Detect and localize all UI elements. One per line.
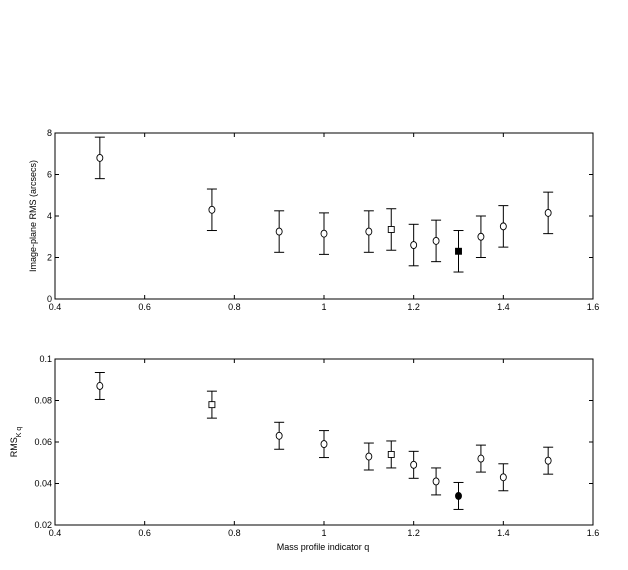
circle-marker bbox=[477, 232, 485, 241]
square-marker bbox=[387, 451, 395, 458]
circle-marker bbox=[544, 456, 552, 465]
square-marker bbox=[208, 401, 216, 409]
y-axis-label-main: RMS bbox=[9, 437, 19, 457]
data-point bbox=[498, 463, 509, 492]
y-axis-label: Image-plane RMS (arcsecs) bbox=[28, 160, 38, 272]
y-axis-label-subscript: K q bbox=[16, 427, 23, 438]
circle-marker bbox=[275, 431, 283, 440]
rms-arcsec-panel: Image-plane RMS (arcsecs) 0.4 0.6 0.8 1 1.2 1… bbox=[28, 128, 599, 312]
circle-marker bbox=[365, 452, 373, 461]
x-tick-label: 1.2 bbox=[407, 528, 420, 538]
data-point bbox=[206, 188, 217, 232]
circle-marker bbox=[410, 241, 418, 250]
y-tick-label: 8 bbox=[47, 128, 52, 138]
circle-marker bbox=[477, 454, 485, 463]
circle-marker bbox=[499, 222, 507, 231]
data-point bbox=[386, 208, 397, 251]
x-axis-label: Mass profile indicator q bbox=[277, 542, 370, 552]
x-tick-label: 1.2 bbox=[407, 302, 420, 312]
x-tick-label: 0.6 bbox=[138, 528, 151, 538]
circle-marker bbox=[208, 205, 216, 214]
y-tick-label: 0.02 bbox=[34, 520, 52, 530]
y-tick-label: 0 bbox=[47, 294, 52, 304]
data-point bbox=[408, 450, 419, 479]
data-point bbox=[274, 210, 285, 253]
data-point bbox=[94, 371, 105, 400]
y-tick-label: 0.1 bbox=[39, 354, 52, 364]
circle-marker bbox=[455, 492, 462, 500]
circle-marker bbox=[96, 153, 104, 162]
circle-marker bbox=[432, 236, 440, 245]
data-point bbox=[274, 421, 285, 450]
data-point bbox=[431, 219, 442, 263]
square-marker bbox=[455, 247, 462, 255]
x-tick-label: 0.6 bbox=[138, 302, 151, 312]
x-tick-label: 1.4 bbox=[497, 302, 510, 312]
y-tick-label: 6 bbox=[47, 170, 52, 180]
y-tick-label: 2 bbox=[47, 253, 52, 263]
x-tick-label: 0.4 bbox=[49, 302, 62, 312]
data-point bbox=[319, 212, 329, 255]
square-marker bbox=[387, 226, 395, 233]
rms-kq-panel: RMSK q Mass profile indicator q 0.4 0.6 0.… bbox=[9, 354, 599, 552]
x-tick-label: 1 bbox=[321, 528, 326, 538]
circle-marker bbox=[499, 473, 507, 482]
x-tick-label: 0.4 bbox=[49, 528, 62, 538]
circle-marker bbox=[544, 208, 552, 217]
data-point bbox=[475, 444, 486, 473]
data-point bbox=[453, 481, 464, 510]
y-tick-label: 0.06 bbox=[34, 437, 52, 447]
data-point bbox=[498, 205, 509, 248]
y-tick-label: 4 bbox=[47, 211, 52, 221]
x-tick-label: 1.4 bbox=[497, 528, 510, 538]
circle-marker bbox=[320, 440, 328, 449]
data-point bbox=[543, 191, 554, 235]
y-tick-label: 0.04 bbox=[34, 479, 52, 489]
circle-marker bbox=[365, 227, 373, 236]
x-tick-label: 0.8 bbox=[228, 528, 241, 538]
circle-marker bbox=[96, 382, 104, 390]
y-axis-label: RMSK q bbox=[9, 427, 23, 458]
data-point bbox=[386, 440, 397, 469]
data-point bbox=[319, 430, 329, 459]
y-tick-label: 0.08 bbox=[34, 396, 52, 406]
x-tick-label: 1.6 bbox=[587, 302, 600, 312]
data-point bbox=[206, 390, 217, 419]
data-point bbox=[431, 467, 442, 496]
circle-marker bbox=[275, 227, 283, 236]
circle-marker bbox=[410, 460, 418, 469]
data-point bbox=[408, 223, 419, 267]
x-tick-label: 1.6 bbox=[587, 528, 600, 538]
data-point bbox=[543, 446, 554, 475]
x-tick-label: 0.8 bbox=[228, 302, 241, 312]
circle-marker bbox=[320, 229, 328, 238]
data-point bbox=[475, 215, 486, 258]
circle-marker bbox=[432, 477, 440, 486]
x-tick-label: 1 bbox=[321, 302, 326, 312]
data-point bbox=[363, 442, 374, 471]
data-point bbox=[363, 210, 374, 253]
data-point bbox=[453, 230, 464, 273]
data-point bbox=[94, 136, 105, 180]
